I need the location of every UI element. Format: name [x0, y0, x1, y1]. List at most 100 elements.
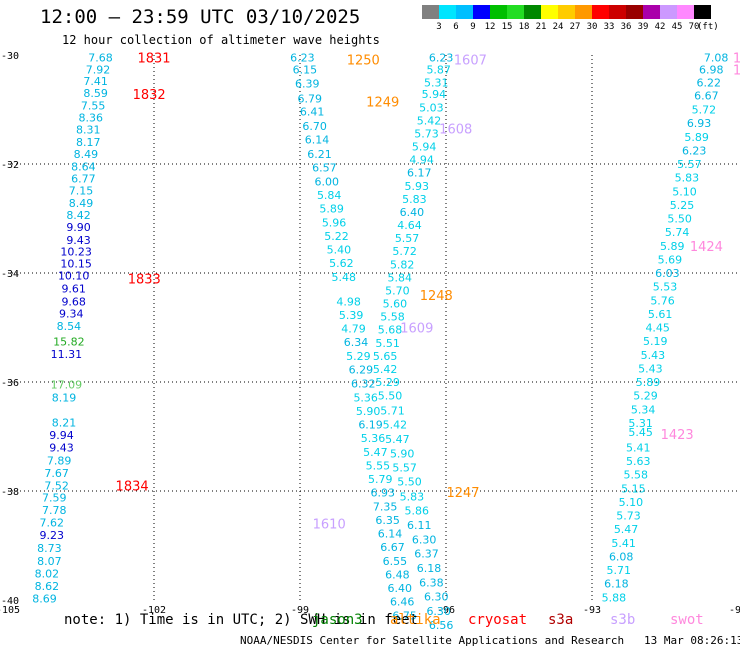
wave-height-value: 6.08 [609, 550, 634, 563]
wave-height-value: 4.79 [341, 323, 366, 336]
wave-height-value: 7.41 [83, 75, 108, 88]
wave-height-value: 7.89 [47, 454, 72, 467]
wave-height-value: 5.31 [628, 417, 653, 430]
wave-height-value: 9.68 [61, 295, 86, 308]
colorbar-tick-label: 70 [688, 22, 700, 32]
wave-height-value: 8.07 [37, 555, 62, 568]
wave-height-value: 5.61 [648, 308, 673, 321]
colorbar-swatch [541, 5, 558, 19]
wave-height-value: 5.29 [375, 376, 400, 389]
colorbar-swatch [507, 5, 524, 19]
wave-height-value: 5.89 [636, 376, 661, 389]
y-tick-label: -32 [1, 160, 19, 171]
wave-height-value: 5.53 [653, 281, 678, 294]
colorbar-tick-label: 15 [501, 22, 513, 32]
colorbar-swatch [626, 5, 643, 19]
mission-legend-s3b: s3b [610, 612, 636, 628]
wave-height-value: 6.40 [400, 206, 425, 219]
wave-height-value: 8.73 [37, 542, 62, 555]
wave-height-value: 7.78 [42, 504, 67, 517]
wave-height-value: 5.83 [402, 193, 427, 206]
wave-height-value: 7.62 [40, 517, 65, 530]
wave-height-value: 6.30 [412, 534, 437, 547]
wave-height-value: 6.18 [604, 578, 629, 591]
wave-height-value: 5.41 [611, 537, 636, 550]
wave-height-value: 4.94 [409, 154, 434, 167]
mission-legend-cryosat: cryosat [468, 612, 528, 628]
x-tick-label: -105 [0, 605, 20, 616]
wave-height-value: 5.43 [638, 362, 663, 375]
wave-height-value: 7.35 [373, 500, 398, 513]
pass-time-label: 1607 [454, 53, 487, 68]
wave-height-value: 5.40 [327, 244, 352, 257]
wave-height-value: 5.51 [375, 337, 400, 350]
wave-height-value: 5.71 [607, 564, 632, 577]
wave-height-value: 5.83 [675, 172, 700, 185]
colorbar-swatch [524, 5, 541, 19]
x-tick-label: -93 [583, 605, 601, 616]
wave-height-value: 6.14 [305, 133, 330, 146]
y-tick-label: -30 [1, 51, 19, 62]
wave-height-value: 5.60 [383, 298, 408, 311]
mission-legend-altika: altika [390, 612, 441, 628]
wave-height-value: 5.36 [361, 432, 386, 445]
colorbar-swatch [660, 5, 677, 19]
wave-height-value: 5.29 [633, 390, 658, 403]
colorbar-tick-label: 12 [484, 22, 496, 32]
wave-height-value: 6.29 [349, 363, 374, 376]
wave-height-value: 6.93 [370, 487, 395, 500]
wave-height-value: 5.86 [405, 505, 430, 518]
wave-height-value: 5.10 [672, 185, 697, 198]
wave-height-value: 5.89 [660, 240, 685, 253]
y-tick-label: -34 [1, 269, 19, 280]
wave-height-value: 7.15 [69, 185, 94, 198]
wave-height-value: 5.83 [400, 490, 425, 503]
colorbar-tick-label: 30 [586, 22, 598, 32]
wave-height-value: 5.96 [322, 216, 347, 229]
pass-time-label: 1834 [116, 480, 149, 495]
wave-height-value: 5.42 [373, 363, 398, 376]
wave-height-value: 9.43 [66, 234, 91, 247]
wave-height-value: 5.73 [616, 510, 641, 523]
pass-time-label: 1833 [128, 272, 161, 287]
colorbar-tick-label: 6 [453, 22, 459, 32]
colorbar-tick-label: 21 [535, 22, 547, 32]
wave-height-value: 10.15 [60, 258, 92, 271]
wave-height-value: 5.36 [353, 391, 378, 404]
wave-height-value: 8.42 [66, 209, 91, 222]
wave-height-value: 5.22 [324, 230, 349, 243]
wave-height-value: 8.21 [52, 416, 77, 429]
wave-height-value: 5.43 [641, 349, 666, 362]
wave-height-value: 5.47 [385, 433, 410, 446]
wave-height-value: 5.45 [628, 426, 653, 439]
wave-height-value: 6.77 [71, 173, 96, 186]
wave-height-value: 6.67 [694, 89, 719, 102]
wave-height-value: 6.56 [429, 619, 454, 632]
wave-height-value: 7.59 [42, 492, 67, 505]
wave-height-value: 5.62 [329, 257, 354, 270]
wave-height-value: 7.68 [88, 52, 113, 65]
wave-height-value: 6.57 [312, 161, 337, 174]
wave-height-value: 5.93 [405, 180, 430, 193]
wave-height-value: 6.34 [344, 336, 369, 349]
y-tick-label: -40 [1, 596, 19, 607]
x-tick-label: -102 [142, 605, 166, 616]
pass-time-label: 142 [733, 52, 740, 67]
wave-height-value: 6.14 [378, 528, 403, 541]
colorbar-swatch [677, 5, 694, 19]
wave-height-value: 5.03 [419, 101, 444, 114]
colorbar-swatch [694, 5, 711, 19]
wave-height-value: 7.67 [44, 467, 69, 480]
wave-height-value: 5.89 [684, 131, 709, 144]
wave-height-value: 6.46 [390, 596, 415, 609]
wave-height-value: 9.23 [40, 529, 65, 542]
wave-height-value: 6.75 [392, 609, 417, 622]
colorbar-tick-label: 27 [569, 22, 581, 32]
wave-height-value: 5.55 [366, 459, 391, 472]
wave-height-value: 4.98 [336, 295, 361, 308]
wave-height-value: 6.48 [385, 568, 410, 581]
wave-height-value: 5.84 [317, 189, 342, 202]
pass-time-label: 1832 [133, 88, 166, 103]
wave-height-value: 5.50 [667, 213, 692, 226]
